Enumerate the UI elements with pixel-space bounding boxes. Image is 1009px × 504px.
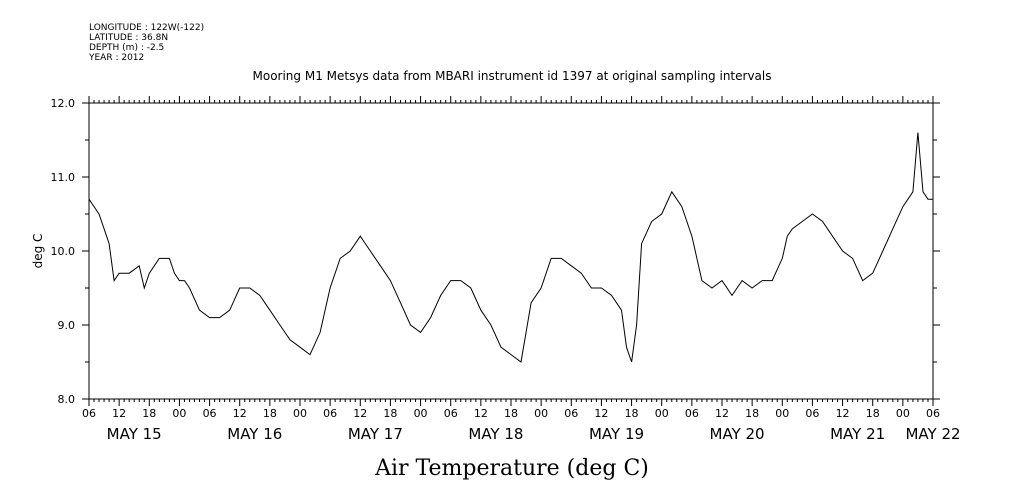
x-tick-label: 06 xyxy=(82,407,96,420)
day-label: MAY 16 xyxy=(227,425,282,443)
y-tick-label: 10.0 xyxy=(51,245,76,258)
x-tick-label: 06 xyxy=(203,407,217,420)
x-tick-label: 18 xyxy=(263,407,277,420)
day-label: MAY 19 xyxy=(589,425,644,443)
y-tick-label: 9.0 xyxy=(58,319,76,332)
x-tick-label: 12 xyxy=(715,407,729,420)
x-tick-label: 18 xyxy=(142,407,156,420)
day-label: MAY 18 xyxy=(468,425,523,443)
x-tick-label: 18 xyxy=(383,407,397,420)
y-tick-label: 12.0 xyxy=(51,97,76,110)
y-tick-label: 8.0 xyxy=(58,393,76,406)
x-tick-label: 06 xyxy=(323,407,337,420)
x-tick-label: 06 xyxy=(805,407,819,420)
day-label: MAY 22 xyxy=(905,425,960,443)
tick-marks xyxy=(82,96,940,406)
x-tick-label: 12 xyxy=(474,407,488,420)
x-tick-label: 12 xyxy=(594,407,608,420)
x-tick-label: 00 xyxy=(293,407,307,420)
temperature-series-line xyxy=(88,132,933,363)
x-tick-label: 00 xyxy=(775,407,789,420)
day-label: MAY 20 xyxy=(710,425,765,443)
axis-ticks xyxy=(82,96,940,406)
x-tick-label: 12 xyxy=(353,407,367,420)
x-tick-label: 18 xyxy=(745,407,759,420)
x-tick-label: 00 xyxy=(655,407,669,420)
longitude-label: LONGITUDE : 122W(-122) xyxy=(89,23,204,33)
chart-title: Mooring M1 Metsys data from MBARI instru… xyxy=(253,69,772,83)
x-tick-labels: 06 12 18 00 06 12 18 00 06 12 18 00 06 12 18 00 06 12 18 00… xyxy=(82,407,940,420)
x-tick-label: 12 xyxy=(836,407,850,420)
x-tick-label: 00 xyxy=(414,407,428,420)
x-tick-label: 18 xyxy=(866,407,880,420)
year-label: YEAR : 2012 xyxy=(88,53,144,63)
x-tick-label: 18 xyxy=(504,407,518,420)
day-label: MAY 15 xyxy=(107,425,162,443)
day-label: MAY 17 xyxy=(348,425,403,443)
x-tick-label: 12 xyxy=(233,407,247,420)
day-labels: MAY 15 MAY 16 MAY 17 MAY 18 MAY 19 MAY 20 MAY … xyxy=(107,425,961,443)
x-tick-label: 00 xyxy=(896,407,910,420)
y-axis-label: deg C xyxy=(31,234,45,269)
x-tick-label: 06 xyxy=(444,407,458,420)
x-tick-label: 00 xyxy=(534,407,548,420)
metadata-block: LONGITUDE : 122W(-122) LATITUDE : 36.8N … xyxy=(88,23,204,63)
latitude-label: LATITUDE : 36.8N xyxy=(89,33,168,43)
x-tick-label: 18 xyxy=(625,407,639,420)
y-tick-label: 11.0 xyxy=(51,171,76,184)
depth-label: DEPTH (m) : -2.5 xyxy=(89,43,164,53)
x-axis-label: Air Temperature (deg C) xyxy=(374,456,649,481)
y-tick-labels: 8.0 9.0 10.0 11.0 12.0 xyxy=(51,97,76,406)
x-tick-label: 06 xyxy=(685,407,699,420)
x-tick-label: 06 xyxy=(564,407,578,420)
x-tick-label: 12 xyxy=(112,407,126,420)
x-tick-label: 06 xyxy=(926,407,940,420)
day-label: MAY 21 xyxy=(830,425,885,443)
x-tick-label: 00 xyxy=(172,407,186,420)
